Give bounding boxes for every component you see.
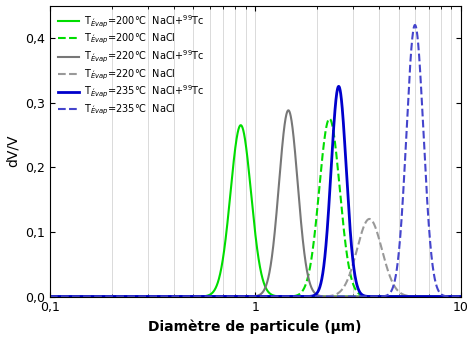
Y-axis label: dV/V: dV/V [6, 135, 19, 167]
Legend: T$_{\'{E}vap}$=200°C  NaCl+$^{99}$Tc, T$_{\'{E}vap}$=200°C  NaCl, T$_{\'{E}vap}$: T$_{\'{E}vap}$=200°C NaCl+$^{99}$Tc, T$_… [55, 11, 208, 120]
X-axis label: Diamètre de particule (μm): Diamètre de particule (μm) [148, 320, 362, 335]
